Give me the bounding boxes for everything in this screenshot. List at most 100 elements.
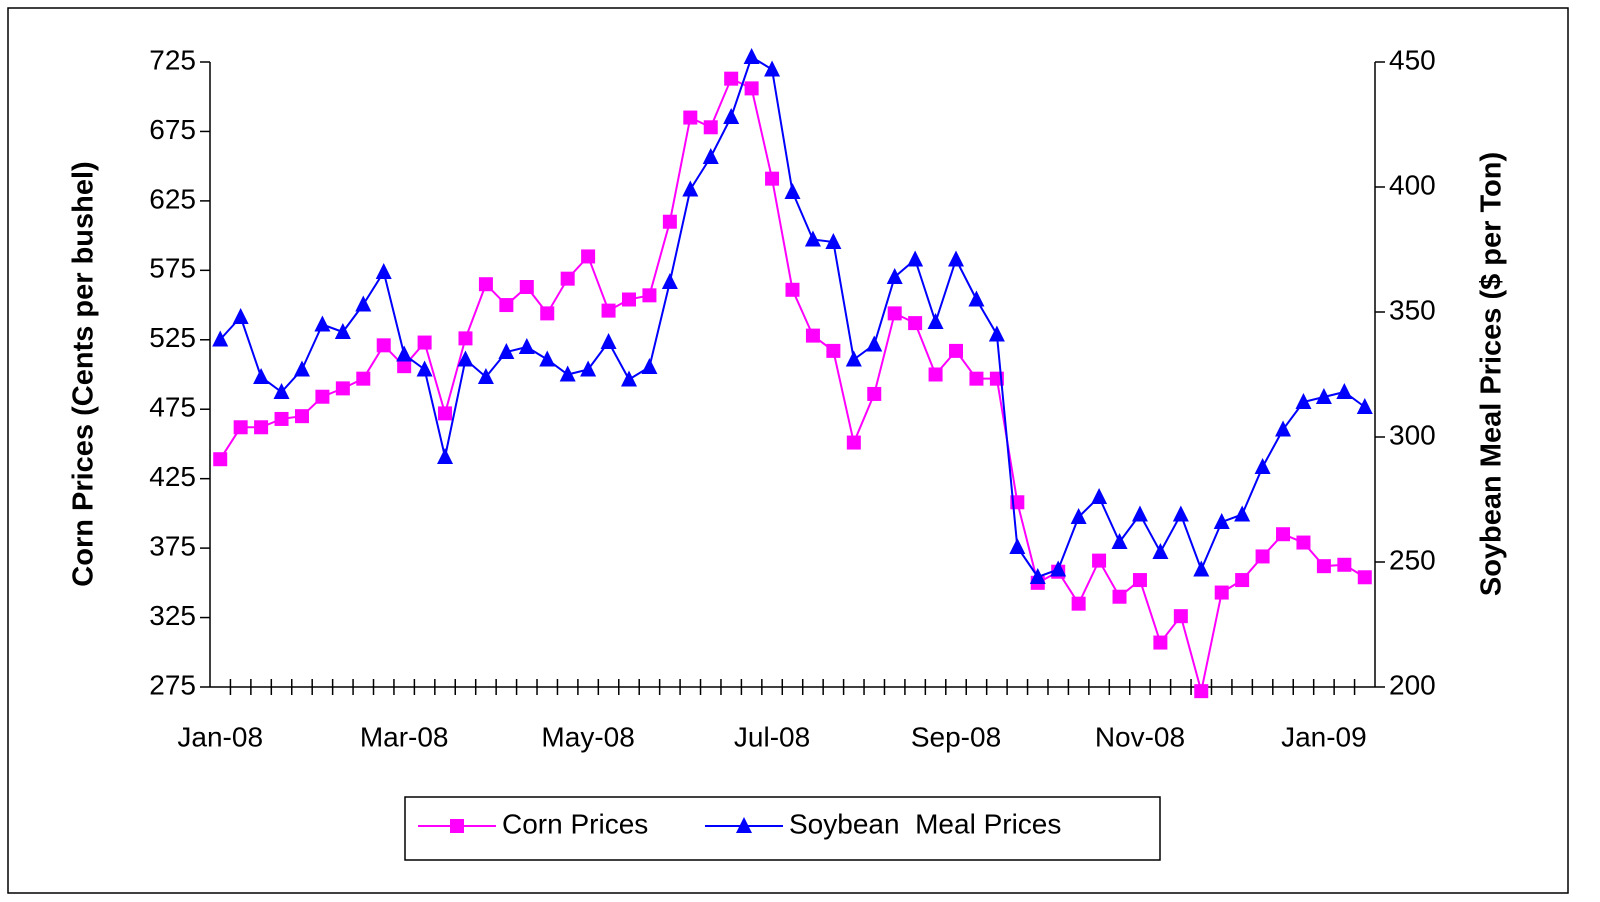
marker (254, 420, 269, 435)
marker (785, 282, 800, 297)
y2-tick-label: 450 (1389, 44, 1436, 75)
marker (437, 448, 454, 464)
chart-frame (7, 7, 1569, 894)
marker (866, 335, 883, 352)
y2-axis-title: Soybean Meal Prices ($ per Ton) (1476, 152, 1508, 596)
y2-tick-label: 250 (1389, 544, 1436, 575)
marker (356, 371, 371, 386)
marker (559, 365, 576, 382)
marker (1213, 513, 1230, 529)
marker (804, 230, 821, 247)
marker (375, 263, 392, 279)
x-tick-label: Jul-08 (734, 721, 810, 752)
y-tick-label: 625 (149, 183, 196, 214)
marker (825, 233, 842, 249)
marker (1111, 533, 1128, 549)
marker (601, 303, 616, 318)
marker (886, 268, 903, 284)
x-tick-label: Mar-08 (360, 721, 449, 752)
marker (969, 371, 984, 386)
marker (416, 360, 433, 377)
marker (949, 343, 964, 358)
marker (581, 249, 596, 264)
marker (1315, 388, 1332, 404)
marker (907, 250, 924, 267)
marker (457, 350, 474, 367)
marker (233, 420, 248, 435)
marker (1173, 609, 1188, 624)
marker (294, 409, 309, 424)
marker (477, 368, 494, 384)
legend-marker (450, 819, 464, 833)
marker (723, 108, 740, 124)
marker (1131, 505, 1148, 522)
marker (764, 60, 781, 77)
x-tick-label: Jan-08 (177, 721, 263, 752)
marker (1153, 635, 1168, 650)
marker (846, 435, 861, 450)
y2-tick-label: 400 (1389, 169, 1436, 200)
marker (620, 370, 637, 387)
marker (438, 406, 453, 421)
marker (642, 288, 657, 303)
marker (1194, 684, 1209, 699)
marker (1337, 557, 1352, 572)
marker (1336, 383, 1353, 399)
y-tick-label: 475 (149, 392, 196, 423)
y2-tick-label: 350 (1389, 294, 1436, 325)
marker (1009, 538, 1026, 554)
marker (908, 316, 923, 331)
marker (948, 250, 965, 267)
y-tick-label: 325 (149, 600, 196, 631)
marker (1295, 393, 1312, 409)
marker (887, 306, 902, 321)
marker (927, 313, 944, 329)
marker (499, 298, 514, 313)
marker (1112, 589, 1127, 604)
marker (498, 343, 515, 359)
y2-tick-label: 300 (1389, 419, 1436, 450)
marker (335, 381, 350, 396)
marker (988, 325, 1005, 342)
y-tick-label: 725 (149, 44, 196, 75)
marker (396, 345, 413, 362)
marker (968, 290, 985, 307)
marker (458, 331, 473, 346)
marker (1316, 559, 1331, 574)
marker (805, 328, 820, 343)
marker (1276, 527, 1291, 542)
marker (540, 306, 555, 321)
marker (826, 343, 841, 358)
marker (1214, 585, 1229, 600)
marker (641, 358, 658, 374)
marker (1070, 508, 1087, 524)
marker (1092, 553, 1107, 568)
legend-label: Corn Prices (502, 808, 648, 839)
legend-label: Soybean Meal Prices (789, 808, 1061, 839)
legend (404, 796, 1161, 861)
marker (1235, 573, 1250, 588)
marker (1029, 568, 1046, 584)
marker (580, 360, 597, 377)
y-tick-label: 575 (149, 253, 196, 284)
marker (683, 110, 698, 125)
marker (397, 359, 412, 374)
y2-tick-label: 200 (1389, 669, 1436, 700)
marker (867, 386, 882, 401)
marker (1275, 420, 1292, 437)
marker (519, 280, 534, 294)
marker (682, 180, 699, 197)
x-tick-label: Jan-09 (1281, 721, 1367, 752)
marker (600, 333, 617, 349)
marker (274, 411, 289, 426)
marker (1356, 398, 1373, 414)
y-tick-label: 375 (149, 531, 196, 562)
marker (560, 271, 575, 286)
marker (293, 360, 310, 377)
marker (1296, 535, 1311, 550)
y-tick-label: 525 (149, 322, 196, 353)
marker (784, 183, 801, 199)
x-tick-label: Sep-08 (911, 721, 1001, 752)
marker (1172, 505, 1189, 522)
